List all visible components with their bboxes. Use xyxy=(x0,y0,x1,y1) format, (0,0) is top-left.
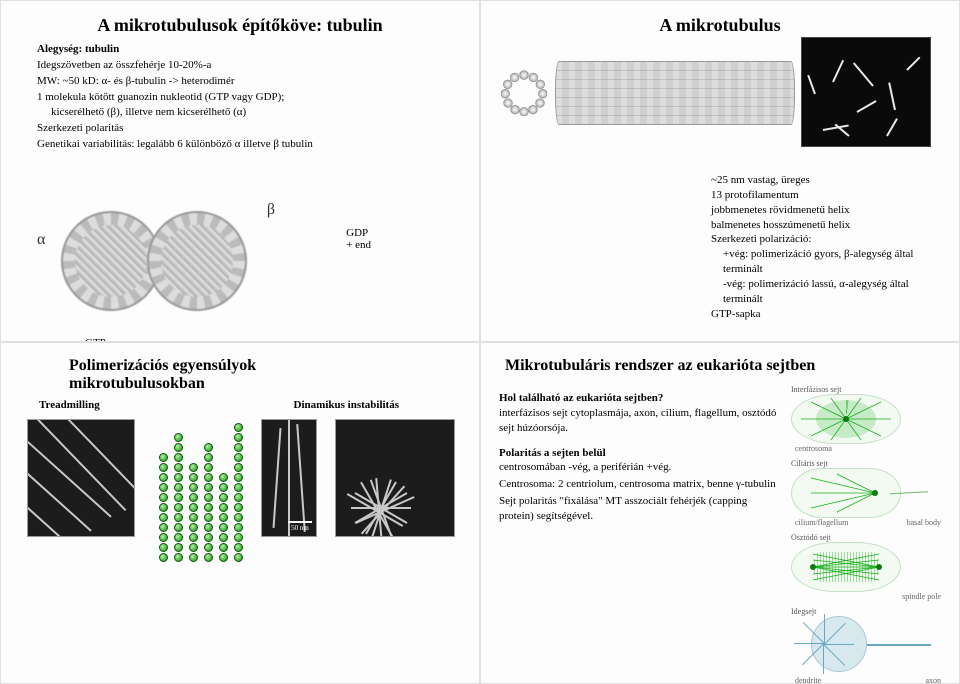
label: Ciliáris sejt xyxy=(791,459,941,468)
slide4-text: Hol található az eukarióta sejtben? inte… xyxy=(499,385,781,684)
polymer-columns xyxy=(159,423,243,562)
para: Sejt polaritás "fixálása" MT asszociált … xyxy=(499,494,781,524)
prop: GTP-sapka xyxy=(711,307,951,322)
slide1-bullets: Alegység: tubulin Idegszövetben az összf… xyxy=(37,42,461,152)
diagram-row: Interfázisos sejt xyxy=(791,385,941,453)
protein-diagram: α β GDP + end GTP xyxy=(61,191,321,331)
cell-diagrams: Interfázisos sejt xyxy=(791,385,941,684)
col xyxy=(174,433,183,562)
bullet: Alegység: tubulin xyxy=(37,42,461,57)
figure-row: 50 nm xyxy=(27,419,461,566)
prop: 13 protofilamentum xyxy=(711,188,951,203)
micrograph-treadmilling xyxy=(27,419,135,537)
para: centrosomában -vég, a periférián +vég. xyxy=(499,460,781,475)
t2: mikrotubulusokban xyxy=(69,375,205,392)
alpha-label: α xyxy=(37,231,45,249)
para: interfázisos sejt cytoplasmája, axon, ci… xyxy=(499,406,781,436)
tubule-cross-section xyxy=(501,70,547,116)
diagram-row: Ciliáris sejt cilium xyxy=(791,459,941,527)
microtubule-props: ~25 nm vastag, üreges 13 protofilamentum… xyxy=(711,173,951,321)
beta-blob xyxy=(147,211,247,311)
treadmilling-label: Treadmilling xyxy=(39,399,100,411)
labels: Treadmilling Dinamikus instabilitás xyxy=(39,399,399,411)
tubule-side xyxy=(555,61,795,125)
col xyxy=(189,463,198,562)
dinamikus-label: Dinamikus instabilitás xyxy=(294,399,399,411)
interphase-cell xyxy=(791,394,901,444)
diagram-row: Idegsejt xyxy=(791,607,941,684)
col xyxy=(204,443,213,562)
scalebar: 50 nm xyxy=(288,521,312,532)
label: Idegsejt xyxy=(791,607,941,616)
bullet: kicserélhető (β), illetve nem kicserélhe… xyxy=(51,105,461,120)
label: Interfázisos sejt xyxy=(791,385,941,394)
mitotic-cell xyxy=(791,542,901,592)
txt: GDP xyxy=(346,227,371,239)
txt: + end xyxy=(346,239,371,251)
prop: ~25 nm vastag, üreges xyxy=(711,173,951,188)
txt: Alegység: tubulin xyxy=(37,43,119,55)
micrograph-center: 50 nm xyxy=(261,419,317,537)
slide2-title: A mikrotubulus xyxy=(499,15,941,36)
gdp-label: GDP + end xyxy=(346,227,371,251)
microtubule-micrograph xyxy=(801,37,931,147)
slide-mikrotubularis: Mikrotubuláris rendszer az eukarióta sej… xyxy=(480,342,960,684)
slide4-title: Mikrotubuláris rendszer az eukarióta sej… xyxy=(499,357,941,375)
label: Osztódó sejt xyxy=(791,533,941,542)
bullet: Genetikai variabilitás: legalább 6 külön… xyxy=(37,137,461,152)
prop: -vég: polimerizáció lassú, α-alegység ál… xyxy=(723,277,951,307)
slide3-title: Polimerizációs egyensúlyok mikrotubuluso… xyxy=(19,357,461,393)
slide-polimerizacio: Polimerizációs egyensúlyok mikrotubuluso… xyxy=(0,342,480,684)
col xyxy=(219,473,228,562)
prop: jobbmenetes rövidmenetű helix xyxy=(711,203,951,218)
slide-mikrotubulus: A mikrotubulus ~2 xyxy=(480,0,960,342)
sublabel: centrosoma xyxy=(795,444,941,453)
slide-tubulin: A mikrotubulusok építőköve: tubulin Aleg… xyxy=(0,0,480,342)
diagram-row: Osztódó sejt xyxy=(791,533,941,601)
microtubule-diagram xyxy=(501,61,795,125)
prop: balmenetes hosszúmenetű helix xyxy=(711,218,951,233)
col xyxy=(159,453,168,562)
col xyxy=(234,423,243,562)
sublabel: dendrite xyxy=(795,676,821,684)
ciliary-cell xyxy=(791,468,901,518)
prop: Szerkezeti polarizáció: xyxy=(711,232,951,247)
beta-label: β xyxy=(267,201,275,219)
bullet: Szerkezeti polaritás xyxy=(37,121,461,136)
nerve-cell xyxy=(811,616,867,672)
t1: Polimerizációs egyensúlyok xyxy=(69,357,256,374)
axon-line xyxy=(867,644,931,646)
bullet: Idegszövetben az összfehérje 10-20%-a xyxy=(37,58,461,73)
sublabel: cilium/flagellum xyxy=(795,518,848,527)
sublabel: axon xyxy=(925,676,941,684)
slide4-body: Hol található az eukarióta sejtben? inte… xyxy=(499,385,941,684)
prop: +vég: polimerizáció gyors, β-alegység ál… xyxy=(723,247,951,277)
bullet: 1 molekula kötött guanozin nukleotid (GT… xyxy=(37,90,461,105)
alpha-blob xyxy=(61,211,161,311)
bullet: MW: ~50 kD: α- és β-tubulin -> heterodim… xyxy=(37,74,461,89)
slide1-title: A mikrotubulusok építőköve: tubulin xyxy=(19,15,461,36)
heading: Polaritás a sejten belül xyxy=(499,446,781,461)
sublabel: basal body xyxy=(907,518,941,527)
sublabel: spindle pole xyxy=(795,592,941,601)
micrograph-instability xyxy=(335,419,455,537)
para: Centrosoma: 2 centriolum, centrosoma mat… xyxy=(499,477,781,492)
heading: Hol található az eukarióta sejtben? xyxy=(499,391,781,406)
